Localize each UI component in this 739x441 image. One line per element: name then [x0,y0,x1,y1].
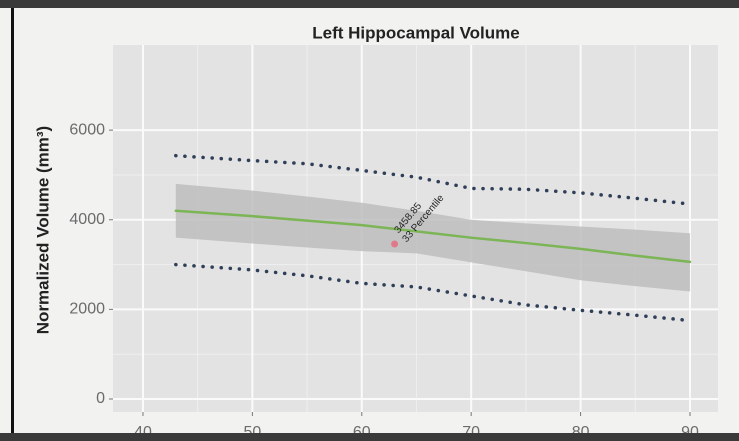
y-axis-label: Normalized Volume (mm³) [33,126,52,334]
y-tick-label: 6000 [69,121,105,138]
confidence-band [175,183,690,292]
left-border [11,8,14,433]
median-line [174,209,692,264]
top-strip [0,0,739,8]
subject-point [391,240,399,248]
y-tick-label: 2000 [69,301,105,318]
y-tick-label: 4000 [69,211,105,228]
y-tick-label: 0 [96,390,105,407]
chart-title: Left Hippocampal Volume [312,23,520,42]
bottom-strip [0,433,739,441]
percentile-line [174,262,692,323]
